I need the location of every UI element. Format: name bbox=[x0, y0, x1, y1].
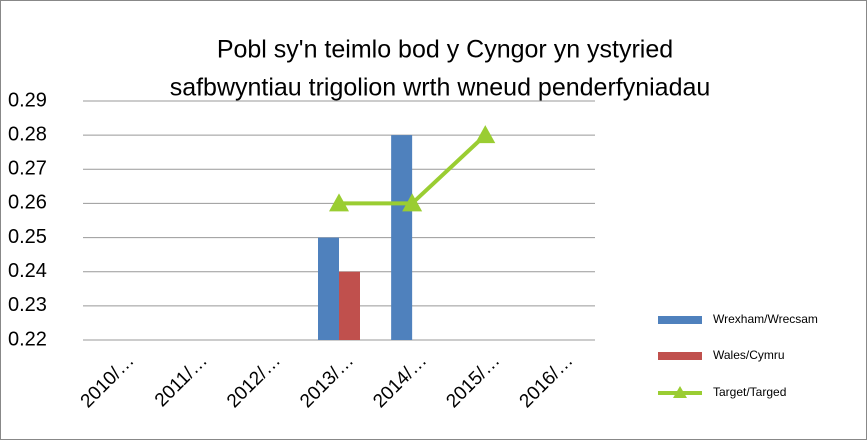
bar bbox=[391, 135, 413, 340]
y-tick-label: 0.24 bbox=[8, 260, 47, 282]
legend-swatch bbox=[658, 352, 702, 360]
y-tick-label: 0.23 bbox=[8, 294, 47, 316]
chart-title: Pobl sy'n teimlo bod y Cyngor yn ystyrie… bbox=[217, 36, 673, 64]
marker bbox=[402, 193, 423, 212]
marker bbox=[475, 125, 496, 144]
y-tick-label: 0.28 bbox=[8, 123, 47, 145]
legend-swatch bbox=[658, 316, 702, 324]
y-tick-label: 0.27 bbox=[8, 158, 47, 180]
y-tick-label: 0.22 bbox=[8, 328, 47, 350]
y-tick-label: 0.26 bbox=[8, 192, 47, 214]
legend-swatch bbox=[673, 386, 687, 398]
y-tick-label: 0.29 bbox=[8, 89, 47, 111]
legend-label: Wales/Cymru bbox=[713, 348, 785, 362]
marker bbox=[329, 193, 349, 212]
y-tick-label: 0.25 bbox=[8, 226, 47, 248]
legend-label: Target/Targed bbox=[713, 385, 786, 399]
legend-label: Wrexham/Wrecsam bbox=[713, 312, 818, 326]
chart-title: safbwyntiau trigolion wrth wneud penderf… bbox=[170, 74, 711, 102]
bar bbox=[318, 237, 339, 340]
bar bbox=[339, 271, 360, 340]
